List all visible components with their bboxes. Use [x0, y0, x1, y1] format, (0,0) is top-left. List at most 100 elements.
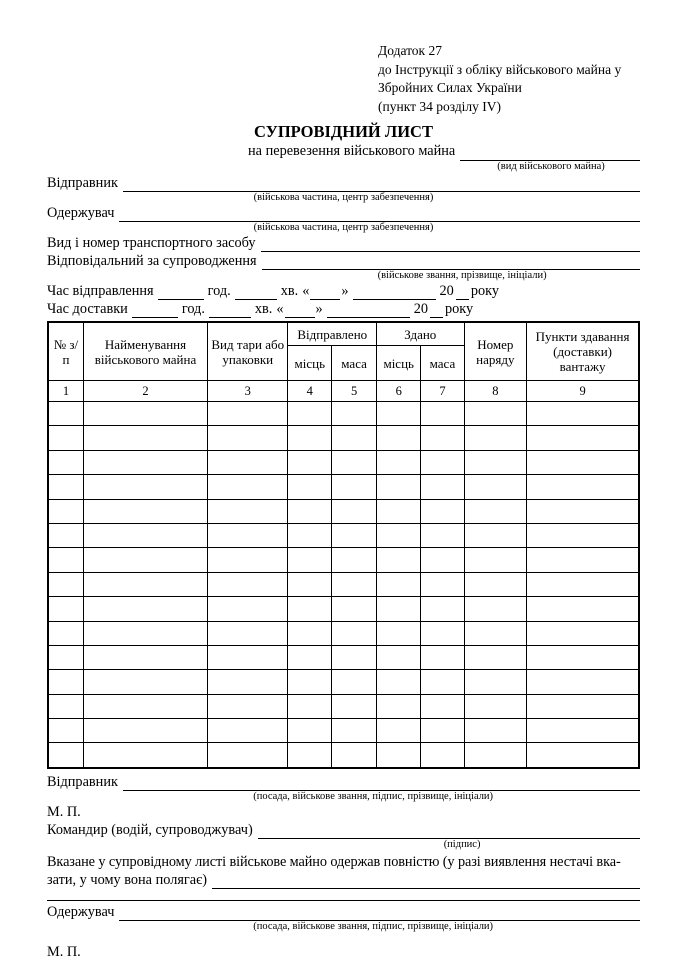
table-cell[interactable]	[331, 474, 378, 500]
table-cell[interactable]	[526, 742, 640, 769]
table-cell[interactable]	[463, 547, 528, 573]
table-cell[interactable]	[331, 669, 378, 695]
table-cell[interactable]	[420, 425, 465, 451]
table-cell[interactable]	[47, 596, 84, 622]
table-cell[interactable]	[331, 571, 378, 598]
table-cell[interactable]	[526, 449, 640, 476]
table-cell[interactable]	[376, 498, 422, 524]
table-cell[interactable]	[207, 449, 289, 476]
table-cell[interactable]	[287, 571, 333, 598]
table-cell[interactable]	[331, 449, 378, 476]
table-cell[interactable]	[526, 620, 640, 646]
table-cell[interactable]	[463, 644, 528, 671]
table-cell[interactable]	[331, 742, 378, 769]
table-cell[interactable]	[376, 449, 422, 476]
table-cell[interactable]	[47, 498, 84, 524]
table-cell[interactable]	[463, 742, 528, 769]
table-cell[interactable]	[420, 400, 465, 427]
table-cell[interactable]	[526, 522, 640, 549]
table-cell[interactable]	[420, 522, 465, 549]
table-cell[interactable]	[331, 596, 378, 622]
table-cell[interactable]	[376, 693, 422, 720]
table-cell[interactable]	[463, 718, 528, 744]
table-cell[interactable]	[420, 449, 465, 476]
table-cell[interactable]	[207, 644, 289, 671]
table-cell[interactable]	[526, 669, 640, 695]
table-cell[interactable]	[331, 547, 378, 573]
table-cell[interactable]	[287, 644, 333, 671]
table-cell[interactable]	[82, 474, 209, 500]
table-cell[interactable]	[526, 400, 640, 427]
table-cell[interactable]	[463, 449, 528, 476]
table-cell[interactable]	[463, 693, 528, 720]
table-cell[interactable]	[376, 596, 422, 622]
table-cell[interactable]	[47, 474, 84, 500]
table-cell[interactable]	[463, 620, 528, 646]
table-cell[interactable]	[207, 571, 289, 598]
table-cell[interactable]	[376, 522, 422, 549]
table-cell[interactable]	[331, 400, 378, 427]
table-cell[interactable]	[463, 669, 528, 695]
table-cell[interactable]	[47, 742, 84, 769]
receiver-field[interactable]	[119, 204, 640, 222]
table-cell[interactable]	[376, 620, 422, 646]
table-cell[interactable]	[207, 742, 289, 769]
table-cell[interactable]	[526, 571, 640, 598]
table-cell[interactable]	[331, 498, 378, 524]
delivery-month-field[interactable]	[326, 302, 410, 318]
table-cell[interactable]	[47, 449, 84, 476]
table-cell[interactable]	[287, 596, 333, 622]
table-cell[interactable]	[376, 425, 422, 451]
property-type-field[interactable]	[460, 143, 640, 161]
delivery-year-field[interactable]	[430, 302, 443, 318]
table-cell[interactable]	[82, 498, 209, 524]
table-cell[interactable]	[376, 547, 422, 573]
table-cell[interactable]	[526, 693, 640, 720]
table-cell[interactable]	[47, 547, 84, 573]
table-cell[interactable]	[420, 620, 465, 646]
table-cell[interactable]	[526, 644, 640, 671]
footer-receiver-field[interactable]	[119, 903, 640, 921]
table-cell[interactable]	[287, 425, 333, 451]
table-cell[interactable]	[420, 474, 465, 500]
table-cell[interactable]	[526, 425, 640, 451]
table-cell[interactable]	[420, 742, 465, 769]
table-cell[interactable]	[420, 596, 465, 622]
transport-field[interactable]	[260, 234, 640, 252]
departure-hour-field[interactable]	[157, 284, 204, 300]
table-cell[interactable]	[526, 718, 640, 744]
table-cell[interactable]	[463, 596, 528, 622]
delivery-minute-field[interactable]	[208, 302, 251, 318]
table-cell[interactable]	[207, 425, 289, 451]
table-cell[interactable]	[82, 620, 209, 646]
commander-field[interactable]	[257, 821, 640, 839]
table-cell[interactable]	[376, 644, 422, 671]
table-cell[interactable]	[463, 571, 528, 598]
table-cell[interactable]	[47, 718, 84, 744]
table-cell[interactable]	[463, 474, 528, 500]
table-cell[interactable]	[331, 620, 378, 646]
table-cell[interactable]	[376, 400, 422, 427]
table-cell[interactable]	[420, 571, 465, 598]
sender-field[interactable]	[122, 174, 640, 192]
delivery-day-field[interactable]	[284, 302, 315, 318]
table-cell[interactable]	[376, 718, 422, 744]
table-cell[interactable]	[207, 693, 289, 720]
table-cell[interactable]	[463, 400, 528, 427]
table-cell[interactable]	[207, 522, 289, 549]
table-cell[interactable]	[47, 425, 84, 451]
responsible-field[interactable]	[261, 252, 640, 270]
table-cell[interactable]	[82, 571, 209, 598]
table-cell[interactable]	[82, 547, 209, 573]
table-cell[interactable]	[376, 474, 422, 500]
table-cell[interactable]	[287, 742, 333, 769]
table-cell[interactable]	[287, 474, 333, 500]
table-cell[interactable]	[207, 669, 289, 695]
table-cell[interactable]	[463, 498, 528, 524]
table-cell[interactable]	[331, 718, 378, 744]
table-cell[interactable]	[526, 547, 640, 573]
table-cell[interactable]	[287, 718, 333, 744]
table-cell[interactable]	[331, 693, 378, 720]
delivery-hour-field[interactable]	[131, 302, 178, 318]
table-cell[interactable]	[207, 547, 289, 573]
